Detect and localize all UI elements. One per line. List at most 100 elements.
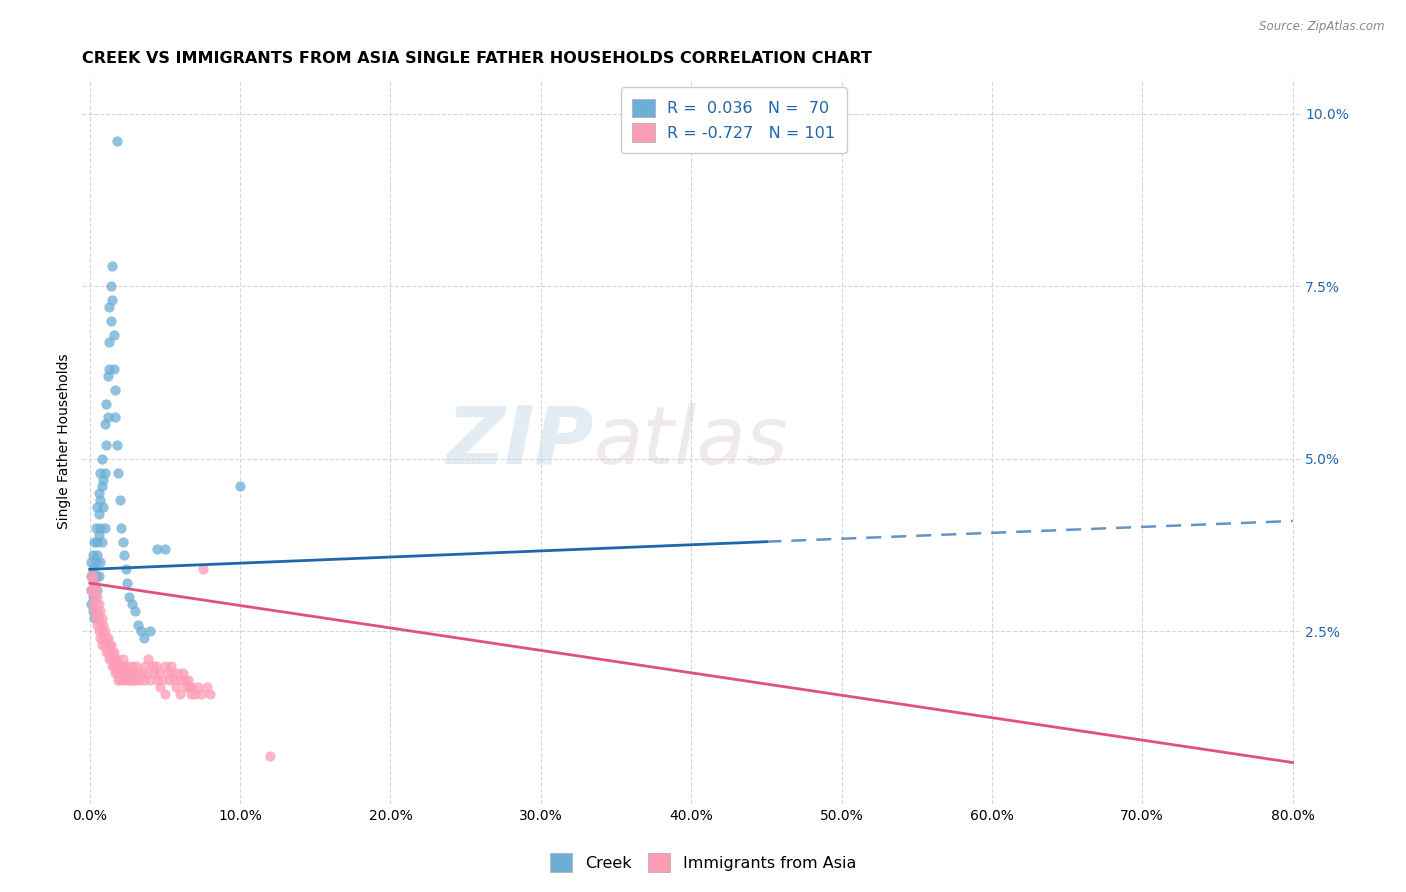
Point — [90, 638, 112, 652]
Point — [82, 590, 104, 604]
Point — [87, 597, 110, 611]
Point — [82, 597, 104, 611]
Point — [134, 659, 156, 673]
Point — [103, 659, 125, 673]
Point — [103, 362, 125, 376]
Point — [127, 665, 149, 680]
Point — [121, 673, 143, 687]
Point — [150, 673, 173, 687]
Point — [91, 473, 114, 487]
Point — [97, 369, 120, 384]
Point — [146, 673, 169, 687]
Point — [145, 659, 167, 673]
Point — [94, 466, 117, 480]
Point — [86, 500, 108, 515]
Point — [121, 659, 143, 673]
Point — [184, 686, 207, 700]
Point — [105, 438, 128, 452]
Point — [103, 645, 125, 659]
Point — [112, 659, 135, 673]
Point — [91, 632, 114, 646]
Point — [86, 604, 108, 618]
Point — [87, 569, 110, 583]
Point — [173, 673, 195, 687]
Point — [86, 617, 108, 632]
Point — [82, 604, 104, 618]
Point — [117, 659, 139, 673]
Point — [139, 624, 162, 639]
Point — [115, 562, 138, 576]
Point — [87, 507, 110, 521]
Point — [98, 638, 121, 652]
Point — [112, 549, 135, 563]
Point — [139, 673, 162, 687]
Point — [80, 582, 103, 597]
Y-axis label: Single Father Households: Single Father Households — [58, 354, 72, 530]
Point — [84, 597, 107, 611]
Point — [97, 632, 120, 646]
Point — [110, 521, 132, 535]
Point — [117, 673, 139, 687]
Point — [94, 624, 117, 639]
Point — [80, 597, 103, 611]
Point — [89, 632, 111, 646]
Point — [90, 534, 112, 549]
Point — [129, 624, 152, 639]
Text: Source: ZipAtlas.com: Source: ZipAtlas.com — [1260, 20, 1385, 33]
Point — [86, 549, 108, 563]
Point — [82, 549, 104, 563]
Point — [125, 659, 148, 673]
Point — [87, 528, 110, 542]
Point — [84, 569, 107, 583]
Point — [101, 645, 124, 659]
Point — [124, 673, 146, 687]
Point — [195, 680, 218, 694]
Point — [100, 652, 122, 666]
Point — [122, 665, 145, 680]
Point — [187, 680, 209, 694]
Point — [132, 632, 155, 646]
Point — [104, 383, 127, 397]
Point — [163, 673, 186, 687]
Point — [180, 686, 202, 700]
Point — [84, 555, 107, 569]
Point — [89, 493, 111, 508]
Point — [107, 659, 129, 673]
Point — [89, 466, 111, 480]
Point — [148, 665, 170, 680]
Point — [80, 569, 103, 583]
Point — [86, 582, 108, 597]
Point — [166, 665, 188, 680]
Point — [172, 665, 194, 680]
Point — [165, 680, 187, 694]
Point — [131, 665, 153, 680]
Point — [105, 665, 128, 680]
Point — [100, 638, 122, 652]
Point — [105, 135, 128, 149]
Point — [83, 590, 105, 604]
Point — [101, 259, 124, 273]
Point — [96, 397, 118, 411]
Point — [111, 534, 134, 549]
Point — [156, 665, 179, 680]
Point — [174, 680, 197, 694]
Point — [87, 610, 110, 624]
Point — [198, 686, 221, 700]
Point — [153, 686, 176, 700]
Point — [190, 686, 212, 700]
Point — [153, 659, 176, 673]
Point — [80, 582, 103, 597]
Point — [159, 673, 181, 687]
Point — [89, 555, 111, 569]
Point — [105, 652, 128, 666]
Point — [146, 541, 169, 556]
Point — [98, 334, 121, 349]
Point — [138, 652, 160, 666]
Legend: R =  0.036   N =  70, R = -0.727   N = 101: R = 0.036 N = 70, R = -0.727 N = 101 — [621, 87, 846, 153]
Point — [160, 659, 183, 673]
Point — [136, 665, 159, 680]
Point — [91, 617, 114, 632]
Point — [86, 590, 108, 604]
Point — [108, 493, 131, 508]
Text: ZIP: ZIP — [446, 402, 593, 481]
